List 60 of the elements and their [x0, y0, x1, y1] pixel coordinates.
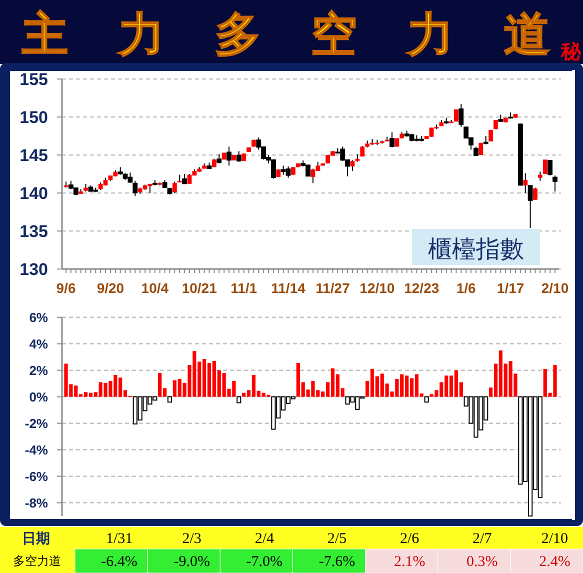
category-label: 2/6 — [400, 531, 420, 547]
x-tick-label: 2/10 — [541, 280, 569, 296]
y-tick-label: 0% — [29, 389, 48, 404]
y-tick-label: 6% — [29, 310, 48, 325]
bar — [424, 396, 429, 403]
x-tick-label: 10/4 — [141, 280, 169, 296]
data-label: 2.4% — [539, 554, 570, 570]
y-tick-label: 155 — [20, 70, 48, 90]
y-tick-label: 150 — [20, 108, 48, 128]
data-label: -7.0% — [246, 554, 283, 570]
candlestick — [552, 175, 558, 192]
data-label: 0.3% — [466, 554, 498, 570]
y-tick-label: -6% — [24, 468, 48, 484]
bar — [167, 396, 172, 403]
data-label: -6.4% — [101, 554, 138, 570]
candlestick — [458, 104, 464, 128]
x-tick-label: 12/10 — [360, 280, 395, 296]
candlestick — [132, 180, 138, 197]
y-tick-label: 130 — [20, 260, 48, 280]
category-label: 1/31 — [106, 531, 133, 547]
data-label: -7.6% — [318, 554, 356, 570]
candlestick — [226, 146, 232, 166]
candlestick — [236, 150, 242, 162]
bar — [236, 396, 242, 404]
candlestick — [474, 146, 478, 156]
y-tick-label: 140 — [20, 184, 48, 204]
y-tick-label: 2% — [29, 362, 48, 378]
category-label: 2/4 — [254, 531, 275, 547]
text: 日期 — [22, 531, 50, 547]
candlestick — [390, 132, 394, 148]
x-tick-label: 11/27 — [316, 280, 350, 296]
x-tick-label: 12/23 — [404, 280, 440, 296]
text: 秘 — [560, 39, 582, 63]
data-label: -9.0% — [174, 554, 210, 570]
y-tick-label: -2% — [24, 416, 48, 431]
x-tick-label: 1/6 — [456, 280, 476, 296]
y-tick-label: -4% — [24, 442, 48, 458]
candlestick — [216, 154, 222, 164]
annotation: 櫃檯指數 — [428, 235, 524, 263]
category-label: 2/10 — [541, 531, 568, 547]
x-tick-label: 9/6 — [56, 280, 76, 296]
x-tick-label: 11/1 — [230, 280, 258, 296]
category-label: 2/7 — [472, 531, 492, 547]
x-tick-label: 1/17 — [496, 280, 524, 296]
candlestick — [182, 174, 187, 184]
y-tick-label: 4% — [29, 336, 48, 352]
candlestick — [548, 160, 553, 176]
y-tick-label: 135 — [20, 222, 48, 242]
text: 多空力道 — [13, 554, 61, 568]
x-tick-label: 11/14 — [271, 280, 306, 296]
category-label: 2/3 — [182, 531, 202, 547]
data-label: 2.1% — [394, 554, 426, 570]
category-label: 2/5 — [327, 531, 347, 547]
x-tick-label: 10/21 — [182, 280, 218, 296]
y-tick-label: -8% — [24, 495, 48, 510]
x-tick-label: 9/20 — [96, 280, 124, 296]
chart-title: 主力多空力道 — [22, 7, 550, 61]
candlestick — [538, 171, 542, 182]
y-tick-label: 145 — [20, 146, 48, 166]
candlestick — [528, 184, 533, 228]
